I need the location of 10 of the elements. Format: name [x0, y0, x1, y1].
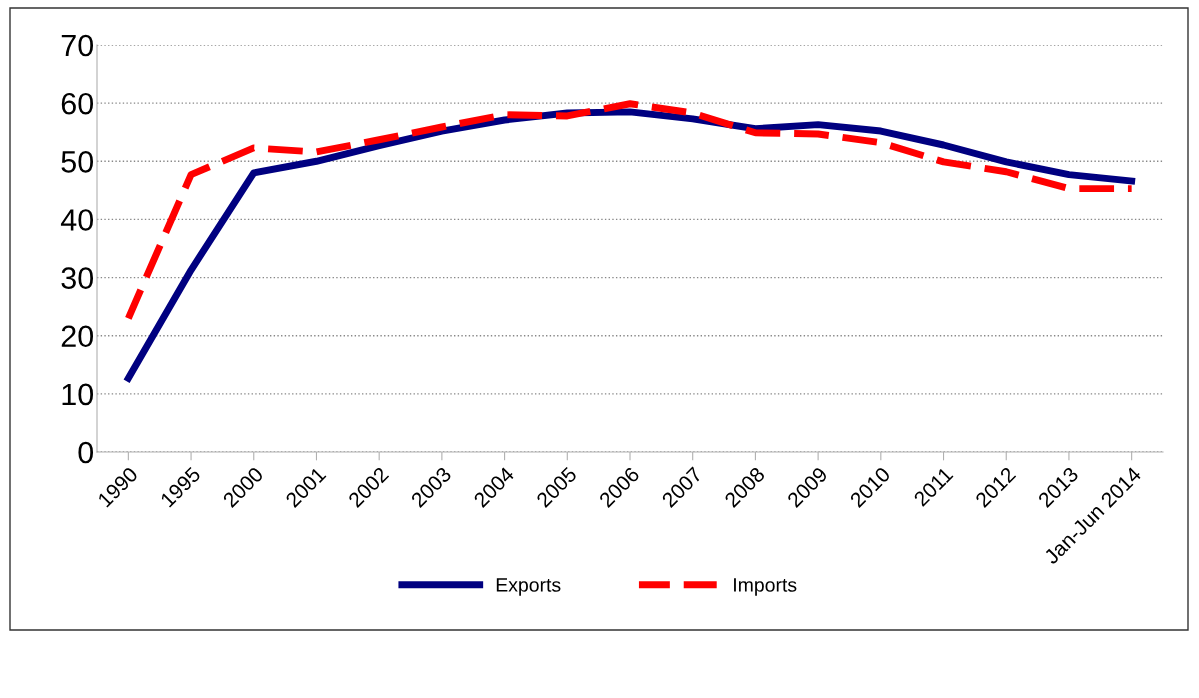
legend-label: Exports	[496, 578, 561, 596]
y-tick-label: 50	[61, 151, 94, 173]
legend-label: Imports	[734, 578, 797, 596]
y-tick-label: 60	[61, 92, 94, 115]
y-tick-label: 0	[78, 441, 94, 464]
y-tick-label: 30	[61, 267, 94, 289]
y-tick-label: 20	[61, 325, 94, 348]
y-tick-label: 40	[60, 209, 94, 231]
y-tick-label: 70	[61, 34, 94, 57]
y-tick-label: 10	[62, 383, 94, 406]
